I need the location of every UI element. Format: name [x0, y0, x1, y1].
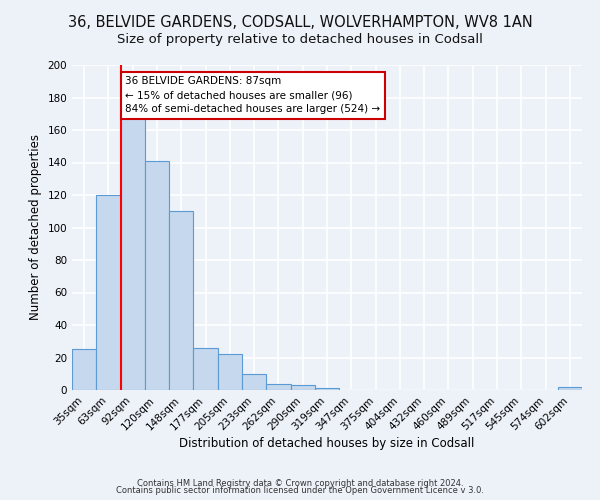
Bar — [96, 195, 121, 390]
Text: Contains public sector information licensed under the Open Government Licence v : Contains public sector information licen… — [116, 486, 484, 495]
Y-axis label: Number of detached properties: Number of detached properties — [29, 134, 42, 320]
Text: Contains HM Land Registry data © Crown copyright and database right 2024.: Contains HM Land Registry data © Crown c… — [137, 478, 463, 488]
Bar — [72, 350, 96, 390]
Bar — [218, 354, 242, 390]
Bar — [558, 387, 582, 390]
Bar — [193, 348, 218, 390]
Bar — [121, 117, 145, 390]
Bar — [315, 388, 339, 390]
Bar — [266, 384, 290, 390]
X-axis label: Distribution of detached houses by size in Codsall: Distribution of detached houses by size … — [179, 438, 475, 450]
Bar — [145, 161, 169, 390]
Bar — [242, 374, 266, 390]
Text: Size of property relative to detached houses in Codsall: Size of property relative to detached ho… — [117, 32, 483, 46]
Text: 36, BELVIDE GARDENS, CODSALL, WOLVERHAMPTON, WV8 1AN: 36, BELVIDE GARDENS, CODSALL, WOLVERHAMP… — [68, 15, 532, 30]
Text: 36 BELVIDE GARDENS: 87sqm
← 15% of detached houses are smaller (96)
84% of semi-: 36 BELVIDE GARDENS: 87sqm ← 15% of detac… — [125, 76, 380, 114]
Bar — [290, 385, 315, 390]
Bar — [169, 211, 193, 390]
